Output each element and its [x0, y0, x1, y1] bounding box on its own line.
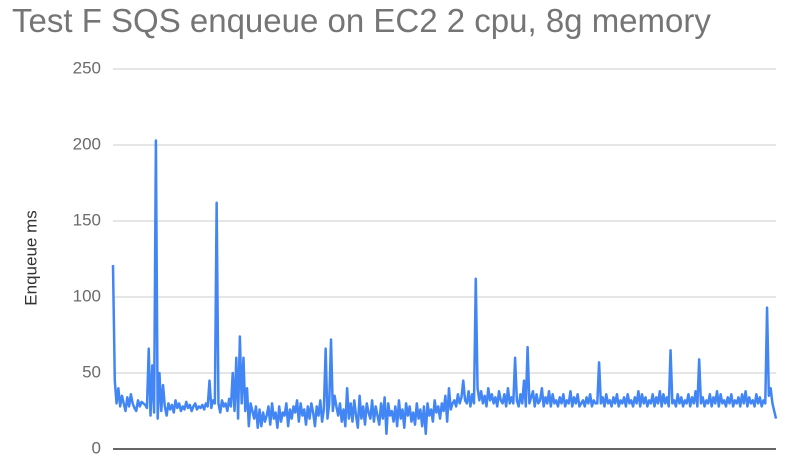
y-tick-label: 150 [73, 210, 101, 229]
y-axis-label: Enqueue ms [21, 210, 40, 305]
y-tick-label: 0 [92, 438, 101, 457]
gridlines [113, 68, 776, 374]
y-tick-label: 100 [73, 286, 101, 305]
chart-title: Test F SQS enqueue on EC2 2 cpu, 8g memo… [12, 2, 711, 39]
series-layer [111, 139, 778, 436]
y-tick-label: 200 [73, 134, 101, 153]
y-axis-ticks: 0 50 100 150 200 250 [73, 58, 101, 457]
series-line [111, 139, 778, 436]
y-tick-label: 50 [82, 362, 101, 381]
y-tick-label: 250 [73, 58, 101, 77]
